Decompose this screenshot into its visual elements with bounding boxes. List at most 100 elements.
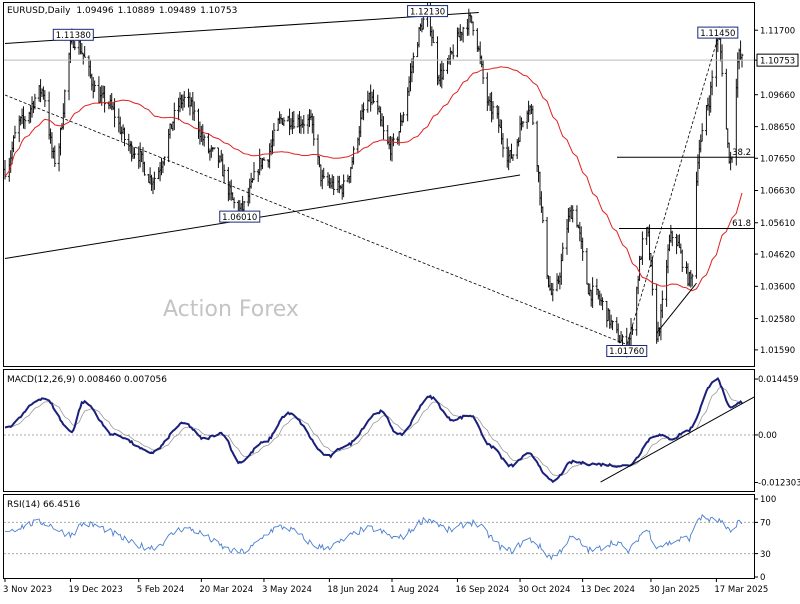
ohlc-bar (451, 44, 455, 60)
ohlc-bar (23, 116, 27, 130)
trendline (4, 174, 521, 259)
ohlc-bar (591, 277, 595, 308)
ohlc-bar (401, 111, 405, 123)
ohlc-bar (611, 320, 614, 331)
price-annotation: 1.06010 (219, 210, 261, 223)
moving-average-line (4, 66, 743, 292)
x-axis-label: 16 Sep 2024 (455, 585, 509, 595)
macd-trendline (600, 396, 754, 483)
ohlc-bar (152, 171, 156, 190)
ohlc-bar (292, 111, 296, 129)
symbol-label: EURUSD (7, 6, 45, 16)
macd-panel (3, 369, 755, 492)
ohlc-bar (581, 237, 585, 261)
ohlc-bar (63, 89, 67, 118)
macd-label: MACD(12,26,9) 0.008460 0.007056 (7, 375, 167, 385)
ohlc-bar (571, 205, 575, 223)
ohlc-bar (431, 29, 435, 44)
dashed-trendline (626, 37, 719, 345)
x-axis-label: 30 Oct 2024 (518, 585, 571, 595)
ohlc-bar (491, 101, 495, 120)
ohlc-bar (561, 242, 565, 262)
ohlc-bar (362, 102, 365, 121)
macd-line (4, 376, 743, 484)
ohlc-bar (202, 134, 206, 147)
fib-level-label: 61.8 (732, 219, 751, 229)
price-axis-label: 1.11700 (760, 26, 795, 36)
rsi-line (4, 514, 743, 561)
ohlc-bar (521, 121, 525, 128)
ohlc-bar (83, 45, 87, 58)
price-axis-label: 1.04620 (760, 250, 795, 260)
ohlc-bar (501, 133, 505, 158)
ohlc-bar (690, 273, 694, 287)
header-low: 1.09489 (159, 6, 196, 16)
ohlc-bar (342, 174, 346, 198)
ohlc-bar (162, 156, 166, 166)
timeframe-label: Daily (48, 6, 71, 16)
macd-axis-label: 0.00 (758, 431, 777, 441)
x-axis-label: 18 Jun 2024 (327, 585, 378, 595)
rsi-panel (3, 494, 755, 579)
price-axis-label: 1.05610 (760, 219, 795, 229)
ohlc-bar (222, 164, 226, 184)
dashed-trendline (4, 94, 627, 345)
x-axis-label: 3 Nov 2023 (3, 585, 52, 595)
ohlc-bar (551, 283, 555, 302)
price-annotation: 1.01760 (606, 344, 648, 357)
x-axis-label: 3 May 2024 (262, 585, 312, 595)
ohlc-bar (650, 256, 654, 296)
ohlc-bar (93, 80, 97, 92)
annotation-label: 1.11450 (700, 29, 735, 39)
price-panel (3, 2, 755, 367)
ohlc-bar (312, 116, 316, 146)
ohlc-bar (382, 116, 385, 140)
fib-level-label: 38.2 (732, 148, 751, 158)
ohlc-bar (212, 147, 216, 150)
header-open: 1.09496 (76, 6, 113, 16)
price-axis-label: 1.06630 (760, 187, 795, 197)
ohlc-bar (670, 230, 674, 247)
price-axis-label: 1.02580 (760, 315, 795, 325)
ohlc-bar (352, 146, 355, 165)
ohlc-bar (262, 157, 266, 161)
price-annotation: 1.11380 (52, 28, 94, 41)
price-axis-label: 1.01590 (760, 346, 795, 356)
ohlc-bar (372, 89, 375, 104)
price-axis-label: 1.07650 (760, 154, 795, 164)
ohlc-bar (511, 154, 515, 161)
x-axis-label: 20 Mar 2024 (199, 585, 253, 595)
ohlc-bar (123, 127, 126, 147)
macd-axis-label: -0.012303 (758, 479, 800, 489)
ohlc-bar (461, 26, 465, 43)
price-annotation: 1.12130 (407, 5, 449, 17)
ohlc-bar (252, 162, 256, 181)
rsi-axis-label: 0 (760, 573, 765, 583)
annotation-label: 1.11380 (56, 31, 91, 41)
ohlc-bar (143, 161, 146, 176)
ohlc-bar (113, 98, 116, 128)
ohlc-bar (322, 167, 326, 179)
price-axis-label: 1.09660 (760, 91, 795, 101)
ohlc-bar (302, 115, 306, 134)
ohlc-bar (481, 60, 485, 84)
ohlc-bar (541, 206, 545, 224)
ohlc-bar (182, 91, 186, 108)
annotation-label: 1.06010 (222, 213, 257, 223)
rsi-label: RSI(14) 66.4516 (7, 500, 80, 510)
ohlc-bar (133, 147, 136, 159)
ohlc-bar (13, 125, 17, 139)
ohlc-bar (471, 21, 475, 36)
ohlc-bar (332, 176, 336, 196)
ohlc-bar (392, 133, 395, 147)
ohlc-bar (73, 41, 77, 51)
ohlc-bar (103, 85, 106, 113)
x-axis-label: 17 Mar 2025 (714, 585, 768, 595)
rsi-axis-label: 30 (760, 550, 771, 560)
ohlc-bar (411, 52, 415, 74)
ohlc-bar (232, 197, 236, 209)
ohlc-bar (660, 290, 664, 319)
current-price-label: 1.10753 (760, 56, 795, 66)
header-high: 1.10889 (118, 6, 155, 16)
